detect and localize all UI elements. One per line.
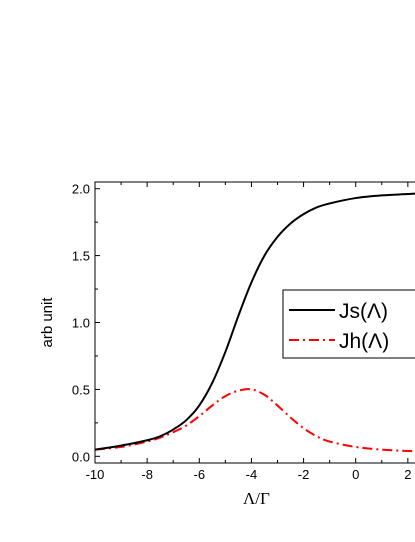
series-line-0: [95, 192, 415, 451]
y-tick-label: 2.0: [72, 182, 90, 197]
y-axis-title: arb unit: [39, 297, 56, 348]
x-tick-label: 2: [404, 467, 411, 482]
x-tick-label: 0: [352, 467, 359, 482]
y-tick-label: 1.0: [72, 316, 90, 331]
y-tick-label: 0.0: [72, 449, 90, 464]
legend: Js(Λ) Jh(Λ): [282, 289, 415, 359]
x-tick-label: -6: [194, 467, 206, 482]
x-tick-label: -2: [298, 467, 310, 482]
axes-layer: -10 -8 -6 -4 -2 0 2 0.0 0.5 1.0 1.5 2.0 Λ/Γ arb unit: [39, 181, 415, 508]
x-axis-title: Λ/Γ: [243, 489, 270, 508]
y-tick-label: 1.5: [72, 249, 90, 264]
y-tick-label: 0.5: [72, 382, 90, 397]
legend-label-1: Jh(Λ): [339, 330, 389, 353]
legend-label-0: Js(Λ): [339, 300, 388, 323]
legend-box: [282, 289, 415, 359]
x-tick-label: -4: [246, 467, 258, 482]
x-tick-label: -10: [86, 467, 105, 482]
plot-layer: [95, 192, 415, 453]
series-line-1: [95, 388, 415, 453]
x-tick-label: -8: [141, 467, 153, 482]
